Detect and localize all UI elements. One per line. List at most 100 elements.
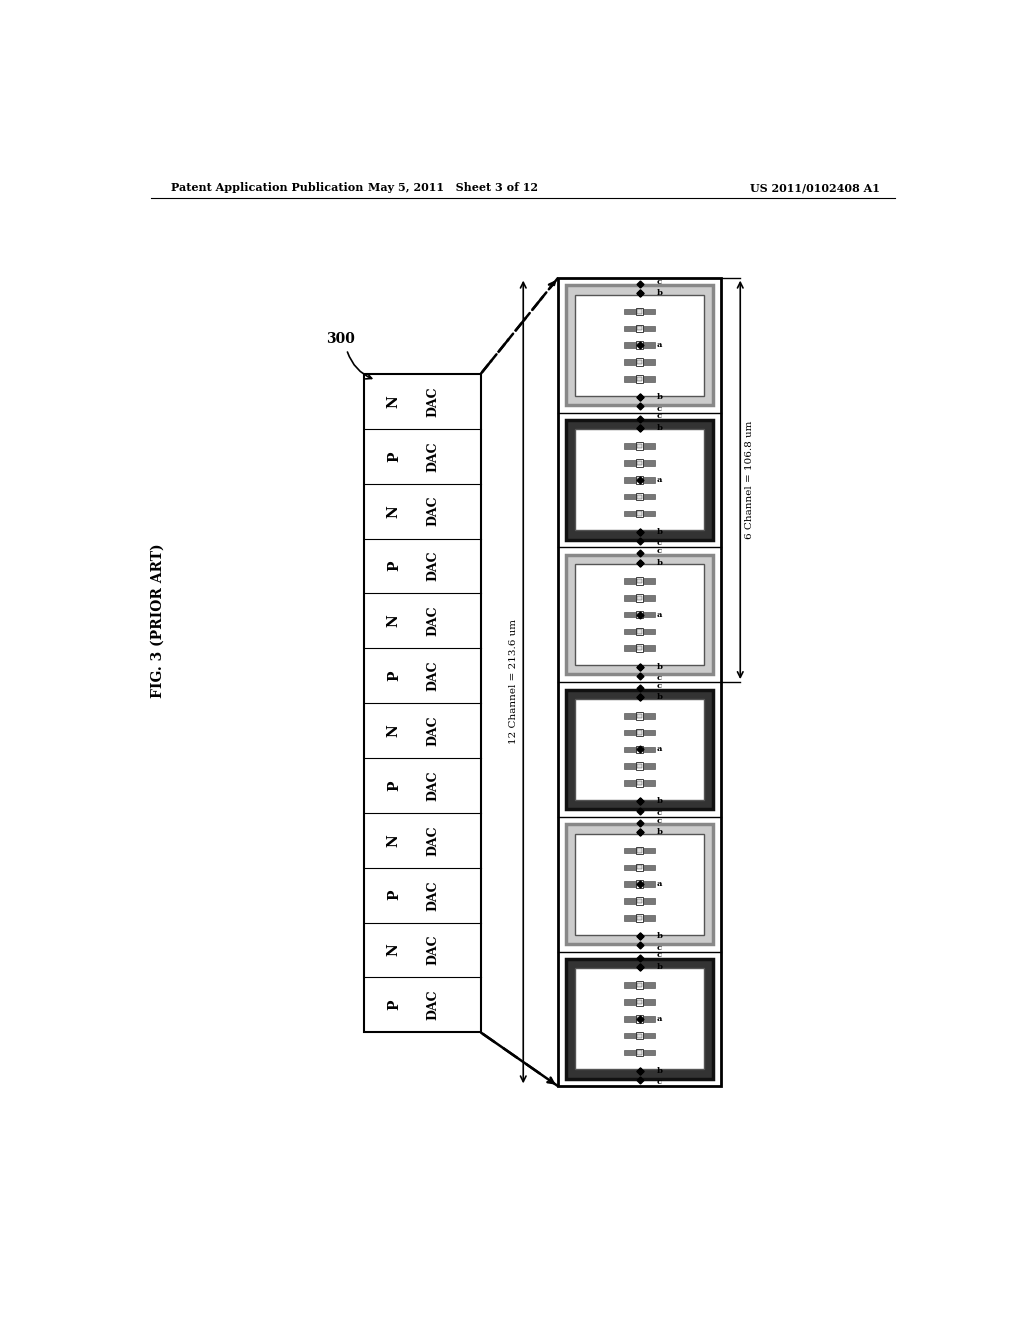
Bar	[637, 376, 642, 380]
Text: c: c	[656, 1078, 662, 1086]
Bar	[625, 999, 654, 1005]
Text: N: N	[387, 504, 400, 517]
Text: b: b	[656, 663, 663, 671]
Bar	[636, 729, 643, 737]
Bar	[637, 730, 642, 735]
Text: DAC: DAC	[426, 880, 439, 911]
Text: b: b	[656, 528, 663, 536]
Bar	[637, 849, 642, 853]
Bar	[625, 326, 654, 331]
Bar	[636, 898, 643, 904]
Bar	[625, 1016, 654, 1022]
Text: a: a	[656, 880, 663, 888]
Text: DAC: DAC	[426, 770, 439, 801]
Text: c: c	[656, 809, 662, 817]
Bar	[637, 647, 642, 651]
Bar	[636, 880, 643, 888]
Bar	[625, 865, 654, 870]
Bar	[636, 779, 643, 787]
Bar	[625, 898, 654, 904]
Text: c: c	[656, 944, 662, 952]
Bar	[625, 595, 654, 601]
Bar	[625, 444, 654, 449]
Bar	[636, 611, 643, 618]
Text: DAC: DAC	[426, 441, 439, 471]
Bar	[566, 420, 713, 540]
Text: a: a	[656, 341, 663, 348]
Bar	[637, 630, 642, 634]
Text: DAC: DAC	[426, 935, 439, 965]
Text: a: a	[656, 1015, 663, 1023]
Text: b: b	[656, 962, 663, 972]
Bar	[625, 1049, 654, 1055]
Bar	[636, 442, 643, 450]
Text: c: c	[656, 405, 662, 413]
Bar	[625, 477, 654, 483]
Bar	[625, 780, 654, 785]
Text: P: P	[387, 671, 400, 681]
Bar	[637, 495, 642, 499]
Bar	[636, 863, 643, 871]
Text: N: N	[387, 834, 400, 846]
Bar	[636, 1032, 643, 1039]
Bar	[625, 359, 654, 364]
Text: b: b	[656, 289, 663, 297]
Text: c: c	[656, 952, 662, 960]
Bar	[625, 713, 654, 718]
Bar	[625, 628, 654, 634]
Bar	[637, 326, 642, 330]
Text: DAC: DAC	[426, 550, 439, 581]
Bar	[636, 459, 643, 467]
Text: P: P	[387, 561, 400, 572]
Text: c: c	[656, 546, 662, 556]
Bar	[636, 510, 643, 517]
Text: N: N	[387, 725, 400, 737]
Bar	[637, 899, 642, 903]
Bar	[637, 1034, 642, 1038]
Bar	[625, 1034, 654, 1039]
Text: P: P	[387, 999, 400, 1010]
Bar	[637, 983, 642, 987]
Bar	[637, 612, 642, 616]
Bar	[566, 825, 713, 944]
Bar	[566, 960, 713, 1078]
Bar	[625, 747, 654, 752]
Bar	[636, 577, 643, 585]
Bar	[636, 763, 643, 770]
Bar	[636, 998, 643, 1006]
Bar	[625, 730, 654, 735]
Text: b: b	[656, 393, 663, 401]
Bar	[625, 342, 654, 348]
Bar	[637, 595, 642, 599]
Text: FIG. 3 (PRIOR ART): FIG. 3 (PRIOR ART)	[151, 543, 165, 698]
Bar	[566, 689, 713, 809]
Text: b: b	[656, 558, 663, 566]
Text: b: b	[656, 424, 663, 432]
Bar	[636, 746, 643, 754]
Bar	[625, 763, 654, 770]
Text: c: c	[656, 682, 662, 690]
Text: b: b	[656, 693, 663, 701]
Text: N: N	[387, 944, 400, 957]
Bar	[365, 374, 480, 1032]
Text: a: a	[656, 611, 663, 619]
Bar	[625, 982, 654, 987]
Bar	[636, 375, 643, 383]
Bar	[575, 294, 703, 396]
Bar	[575, 969, 703, 1069]
Bar	[558, 277, 721, 1086]
Bar	[566, 285, 713, 405]
Text: Patent Application Publication: Patent Application Publication	[171, 182, 362, 193]
Text: DAC: DAC	[426, 387, 439, 417]
Text: b: b	[656, 1067, 663, 1074]
Bar	[637, 1001, 642, 1005]
Bar	[636, 325, 643, 333]
Bar	[637, 764, 642, 768]
Bar	[637, 916, 642, 920]
Bar	[625, 578, 654, 583]
Text: N: N	[387, 615, 400, 627]
Bar	[637, 343, 642, 347]
Bar	[636, 342, 643, 348]
Bar	[636, 594, 643, 602]
Text: DAC: DAC	[426, 496, 439, 527]
